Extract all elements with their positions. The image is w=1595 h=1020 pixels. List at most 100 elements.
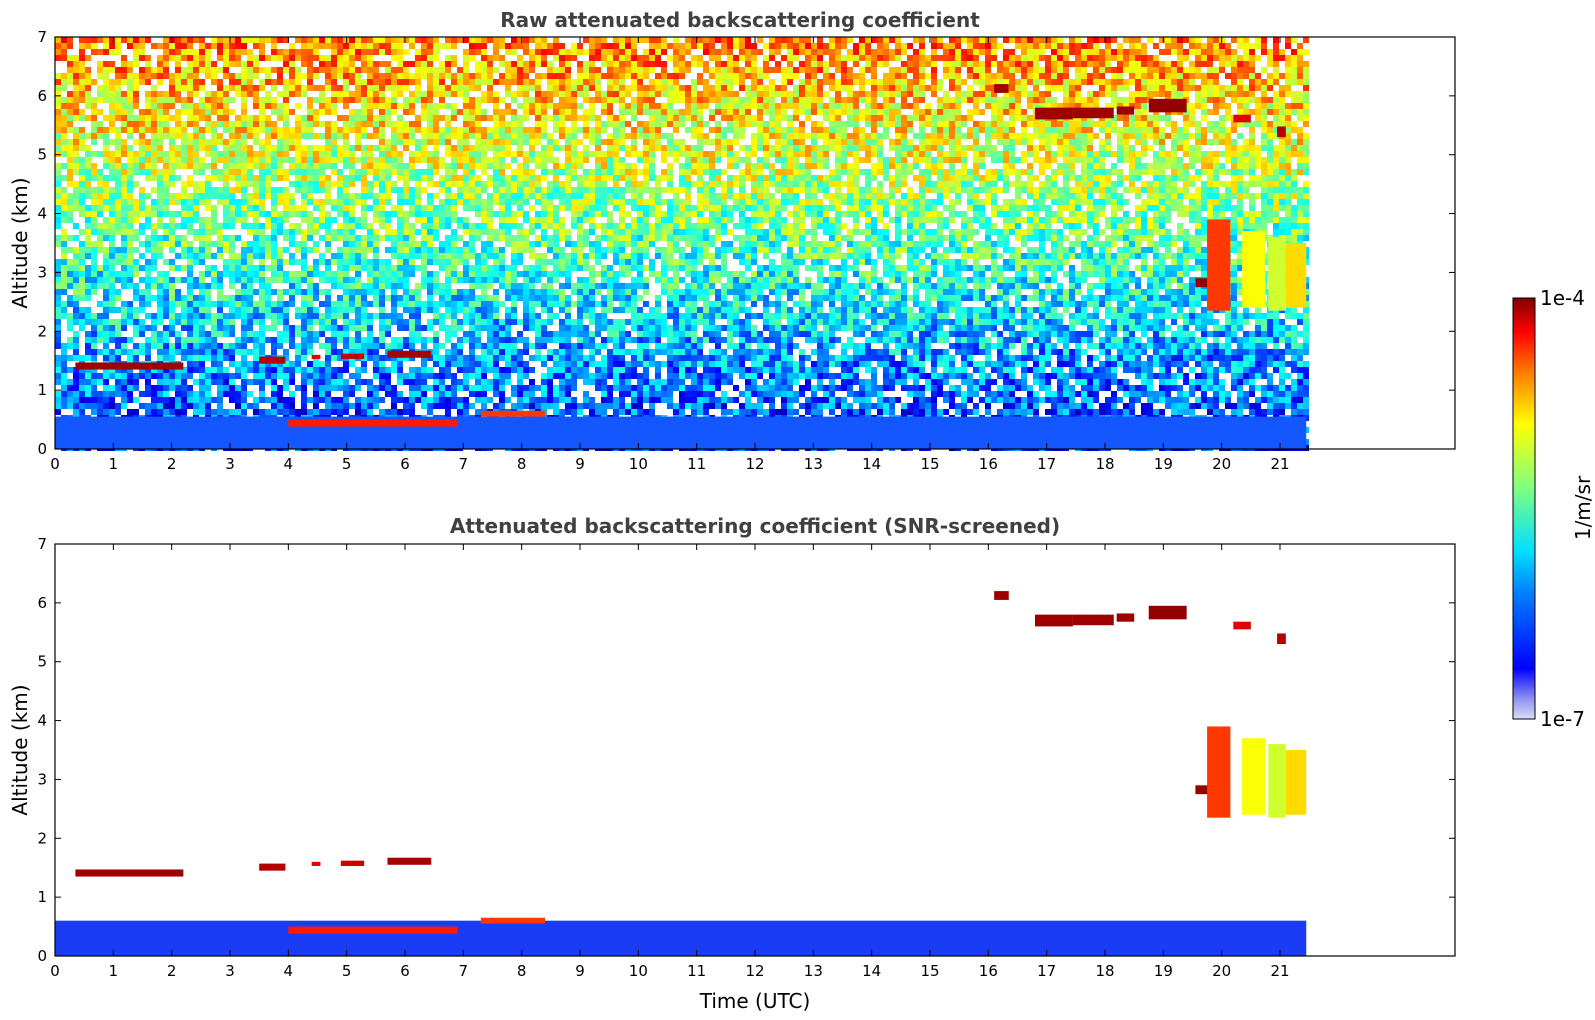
x-tick-label: 17 (1037, 455, 1056, 473)
colorbar-gradient (1512, 297, 1536, 720)
x-tick-label: 13 (804, 455, 823, 473)
layer-cloud-8 (994, 591, 1009, 600)
y-tick-label: 1 (37, 888, 47, 906)
x-tick-label: 3 (225, 962, 235, 980)
y-tick-label: 5 (37, 146, 47, 164)
x-tick-label: 4 (284, 455, 294, 473)
x-tick-label: 10 (629, 455, 648, 473)
layer-cloud-3 (311, 354, 321, 359)
x-tick-label: 1 (109, 962, 119, 980)
layer-cloud-10 (1072, 107, 1114, 119)
x-tick-label: 19 (1154, 962, 1173, 980)
x-tick-label: 5 (342, 962, 352, 980)
layer-cloud-13 (1233, 114, 1251, 123)
layer-fallstreak-16 (1207, 219, 1231, 311)
panel-screened-heatmap (55, 591, 1307, 956)
layer-cloud-3 (311, 861, 321, 866)
layer-fallstreak-19 (1285, 243, 1307, 308)
layer-cloud-11 (1116, 613, 1135, 622)
y-tick-label: 3 (37, 770, 47, 788)
x-tick-label: 15 (920, 455, 939, 473)
layer-cloud-9 (1035, 614, 1073, 627)
y-tick-label: 2 (37, 322, 47, 340)
layer-cloud-15 (1195, 785, 1210, 795)
layer-fallstreak-16 (1207, 726, 1231, 818)
layer-cloud-14 (1277, 126, 1286, 138)
x-tick-label: 19 (1154, 455, 1173, 473)
panel-raw-ylabel: Altitude (km) (8, 177, 32, 308)
y-tick-label: 7 (37, 535, 47, 553)
panel-screened-ylabel: Altitude (km) (8, 684, 32, 815)
x-tick-label: 11 (687, 455, 706, 473)
x-tick-label: 2 (167, 962, 177, 980)
layer-cloud-7 (480, 410, 545, 417)
y-tick-label: 4 (37, 712, 47, 730)
layer-cloud-13 (1233, 621, 1251, 630)
x-tick-label: 13 (804, 962, 823, 980)
layer-cloud-12 (1148, 605, 1187, 620)
panel-raw-title: Raw attenuated backscattering coefficien… (500, 8, 980, 32)
y-tick-label: 2 (37, 829, 47, 847)
x-tick-label: 12 (745, 455, 764, 473)
x-tick-label: 0 (50, 455, 60, 473)
panel-screened-y-axis: 0 1 2 3 4 5 6 7 (37, 535, 1455, 965)
x-tick-label: 0 (50, 962, 60, 980)
layer-cloud-8 (994, 84, 1009, 93)
layer-fallstreak-17 (1242, 231, 1266, 308)
layer-boundary_layer-0 (55, 416, 1307, 449)
x-tick-label: 20 (1212, 962, 1231, 980)
x-tick-label: 9 (575, 455, 585, 473)
panel-screened-title: Attenuated backscattering coefficient (S… (450, 514, 1060, 538)
layer-cloud-11 (1116, 106, 1135, 115)
x-tick-label: 21 (1270, 455, 1289, 473)
panel-screened-xlabel: Time (UTC) (699, 989, 811, 1013)
x-tick-label: 7 (459, 455, 469, 473)
x-tick-label: 4 (284, 962, 294, 980)
x-tick-label: 3 (225, 455, 235, 473)
layer-cloud-6 (288, 926, 458, 934)
x-tick-label: 6 (400, 455, 410, 473)
layer-cloud-9 (1035, 107, 1073, 120)
layer-fallstreak-18 (1268, 237, 1286, 311)
layer-cloud-4 (340, 860, 365, 866)
x-tick-label: 12 (745, 962, 764, 980)
layer-fallstreak-17 (1242, 738, 1266, 815)
colorbar-max-label: 1e-4 (1540, 286, 1585, 310)
colorbar-min-label: 1e-7 (1540, 707, 1585, 731)
x-tick-label: 10 (629, 962, 648, 980)
layer-cloud-12 (1148, 98, 1187, 113)
x-tick-label: 11 (687, 962, 706, 980)
layer-cloud-4 (340, 353, 365, 359)
colorbar: 1e-4 1e-7 1/m/sr (1512, 286, 1595, 731)
panel-screened: Attenuated backscattering coefficient (S… (8, 514, 1456, 1013)
layer-fallstreak-19 (1285, 750, 1307, 815)
layer-cloud-10 (1072, 614, 1114, 626)
panel-raw: Raw attenuated backscattering coefficien… (8, 8, 1456, 473)
x-tick-label: 16 (979, 962, 998, 980)
panel-raw-y-axis: 0 1 2 3 4 5 6 7 (37, 28, 1455, 458)
x-tick-label: 6 (400, 962, 410, 980)
layer-fallstreak-18 (1268, 744, 1286, 818)
x-tick-label: 20 (1212, 455, 1231, 473)
colorbar-unit-label: 1/m/sr (1571, 475, 1595, 540)
x-tick-label: 21 (1270, 962, 1289, 980)
panel-raw-x-axis: 0 1 2 3 4 5 6 7 8 9 10 11 12 13 14 15 16 17 18 19 20 21 (50, 37, 1290, 473)
layer-cloud-1 (75, 869, 184, 877)
layer-cloud-1 (75, 362, 184, 370)
layer-cloud-15 (1195, 278, 1210, 288)
y-tick-label: 0 (37, 440, 47, 458)
x-tick-label: 8 (517, 962, 527, 980)
y-tick-label: 0 (37, 947, 47, 965)
layer-cloud-2 (259, 356, 286, 364)
panel-screened-x-axis: 0 1 2 3 4 5 6 7 8 9 10 11 12 13 14 15 16 17 18 19 20 21 (50, 544, 1290, 980)
x-tick-label: 5 (342, 455, 352, 473)
x-tick-label: 7 (459, 962, 469, 980)
x-tick-label: 17 (1037, 962, 1056, 980)
x-tick-label: 16 (979, 455, 998, 473)
x-tick-label: 18 (1095, 455, 1114, 473)
y-tick-label: 3 (37, 263, 47, 281)
layer-cloud-14 (1277, 633, 1286, 645)
x-tick-label: 14 (862, 455, 881, 473)
x-tick-label: 8 (517, 455, 527, 473)
